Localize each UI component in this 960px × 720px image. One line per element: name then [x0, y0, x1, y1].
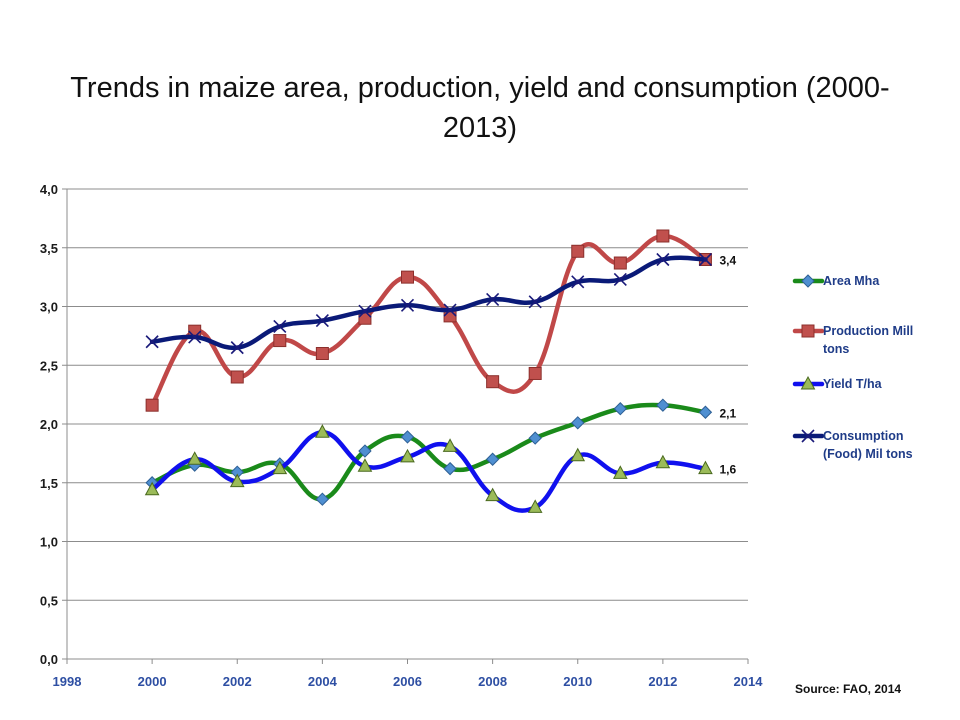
data-label: 2,1: [719, 406, 736, 420]
x-tick-label: 2010: [563, 674, 592, 689]
legend-marker: [801, 274, 815, 288]
data-point: [400, 298, 415, 312]
data-point: [358, 444, 372, 458]
x-tick-label: 2004: [308, 674, 338, 689]
legend-label: Area Mha: [823, 274, 880, 288]
y-tick-label: 2,0: [40, 417, 58, 432]
data-point: [357, 458, 373, 472]
legend-marker: [801, 324, 815, 338]
data-point: [272, 460, 288, 475]
data-point: [656, 229, 670, 243]
data-point: [315, 424, 330, 438]
data-point: [613, 256, 627, 270]
legend-marker: [801, 429, 815, 443]
data-point: [443, 461, 457, 476]
data-point: [698, 460, 713, 475]
data-point: [358, 304, 372, 318]
data-point: [315, 492, 330, 506]
data-point: [144, 481, 160, 496]
data-point: [486, 292, 500, 307]
x-tick-label: 2002: [223, 674, 252, 689]
legend-label: tons: [823, 342, 849, 356]
data-point: [613, 402, 628, 416]
grid-lines: [67, 188, 748, 660]
legend-label: Yield T/ha: [823, 377, 883, 391]
legend-item: Consumption (Food) Mil tons: [792, 429, 913, 461]
legend-item: Production Mill tons: [792, 324, 913, 356]
data-point: [230, 341, 244, 355]
data-point: [613, 272, 627, 287]
legend-item: Yield T/ha: [792, 375, 883, 391]
series-line: [149, 255, 708, 351]
legend-marker: [800, 375, 816, 390]
data-point: [528, 295, 542, 309]
data-point: [698, 405, 713, 419]
data-point: [528, 431, 542, 445]
data-point: [571, 416, 585, 430]
data-point: [145, 335, 159, 349]
y-tick-label: 1,0: [40, 535, 58, 550]
y-tick-label: 1,5: [40, 476, 58, 491]
data-point: [273, 319, 287, 334]
data-point: [570, 447, 586, 462]
legend: Area Mha Production Mill tons Yield T/ha Con…: [792, 274, 913, 461]
data-point: [230, 370, 244, 384]
x-tick-label: 2000: [138, 674, 167, 689]
data-point: [442, 438, 458, 452]
legend-label: Production Mill: [823, 324, 913, 338]
x-tick-label: 2012: [648, 674, 677, 689]
data-point: [656, 252, 670, 267]
data-point: [698, 252, 713, 267]
data-point: [656, 398, 670, 412]
y-tick-label: 3,5: [40, 241, 58, 256]
data-point: [655, 454, 671, 469]
legend-label: (Food) Mil tons: [823, 447, 913, 461]
data-point: [315, 347, 329, 360]
data-point: [145, 398, 159, 412]
data-labels: 2,1 1,6 3,4: [719, 254, 736, 477]
y-tick-label: 4,0: [40, 182, 58, 197]
chart-title-line: Trends in maize area, production, yield …: [70, 72, 890, 104]
legend-item: Area Mha: [792, 274, 880, 288]
x-tick-label: 2006: [393, 674, 422, 689]
y-tick-label: 3,0: [40, 300, 58, 315]
data-point: [612, 465, 628, 479]
data-label: 3,4: [719, 254, 736, 268]
series-layer: [144, 229, 713, 513]
data-point: [527, 499, 543, 513]
series-area-mha: [145, 398, 713, 506]
data-point: [187, 451, 203, 465]
series-yield-t-ha: [144, 424, 713, 513]
legend-label: Consumption: [823, 429, 904, 443]
data-point: [229, 473, 245, 488]
data-point: [188, 330, 202, 344]
data-point: [485, 452, 500, 466]
series-line: [149, 429, 708, 513]
chart-title-line: 2013): [442, 112, 518, 144]
data-point: [571, 244, 585, 258]
x-tick-label: 2008: [478, 674, 507, 689]
chart-title: Trends in maize area, production, yield …: [40, 68, 920, 148]
y-tick-label: 0,5: [40, 593, 58, 608]
data-point: [401, 270, 414, 284]
data-label: 1,6: [719, 463, 736, 477]
x-tick-label: 1998: [53, 674, 82, 689]
data-point: [400, 448, 415, 463]
data-point: [273, 334, 287, 348]
axes: 0,0 0,5 1,0 1,5 2,0 2,5 3,0 3,5 4,0 1998 2000 2002 2…: [40, 182, 763, 689]
series-production-mill-tons: [145, 229, 712, 412]
data-point: [400, 430, 415, 444]
data-point: [571, 275, 585, 289]
data-point: [485, 487, 500, 502]
data-point: [443, 303, 457, 317]
data-point: [315, 314, 329, 328]
x-tick-label: 2014: [734, 674, 764, 689]
data-point: [486, 375, 500, 389]
y-tick-label: 2,5: [40, 358, 58, 373]
data-point: [528, 366, 542, 380]
source-note: Source: FAO, 2014: [795, 682, 902, 696]
series-consumption-food-mil-tons: [145, 252, 713, 355]
y-tick-label: 0,0: [40, 652, 58, 667]
